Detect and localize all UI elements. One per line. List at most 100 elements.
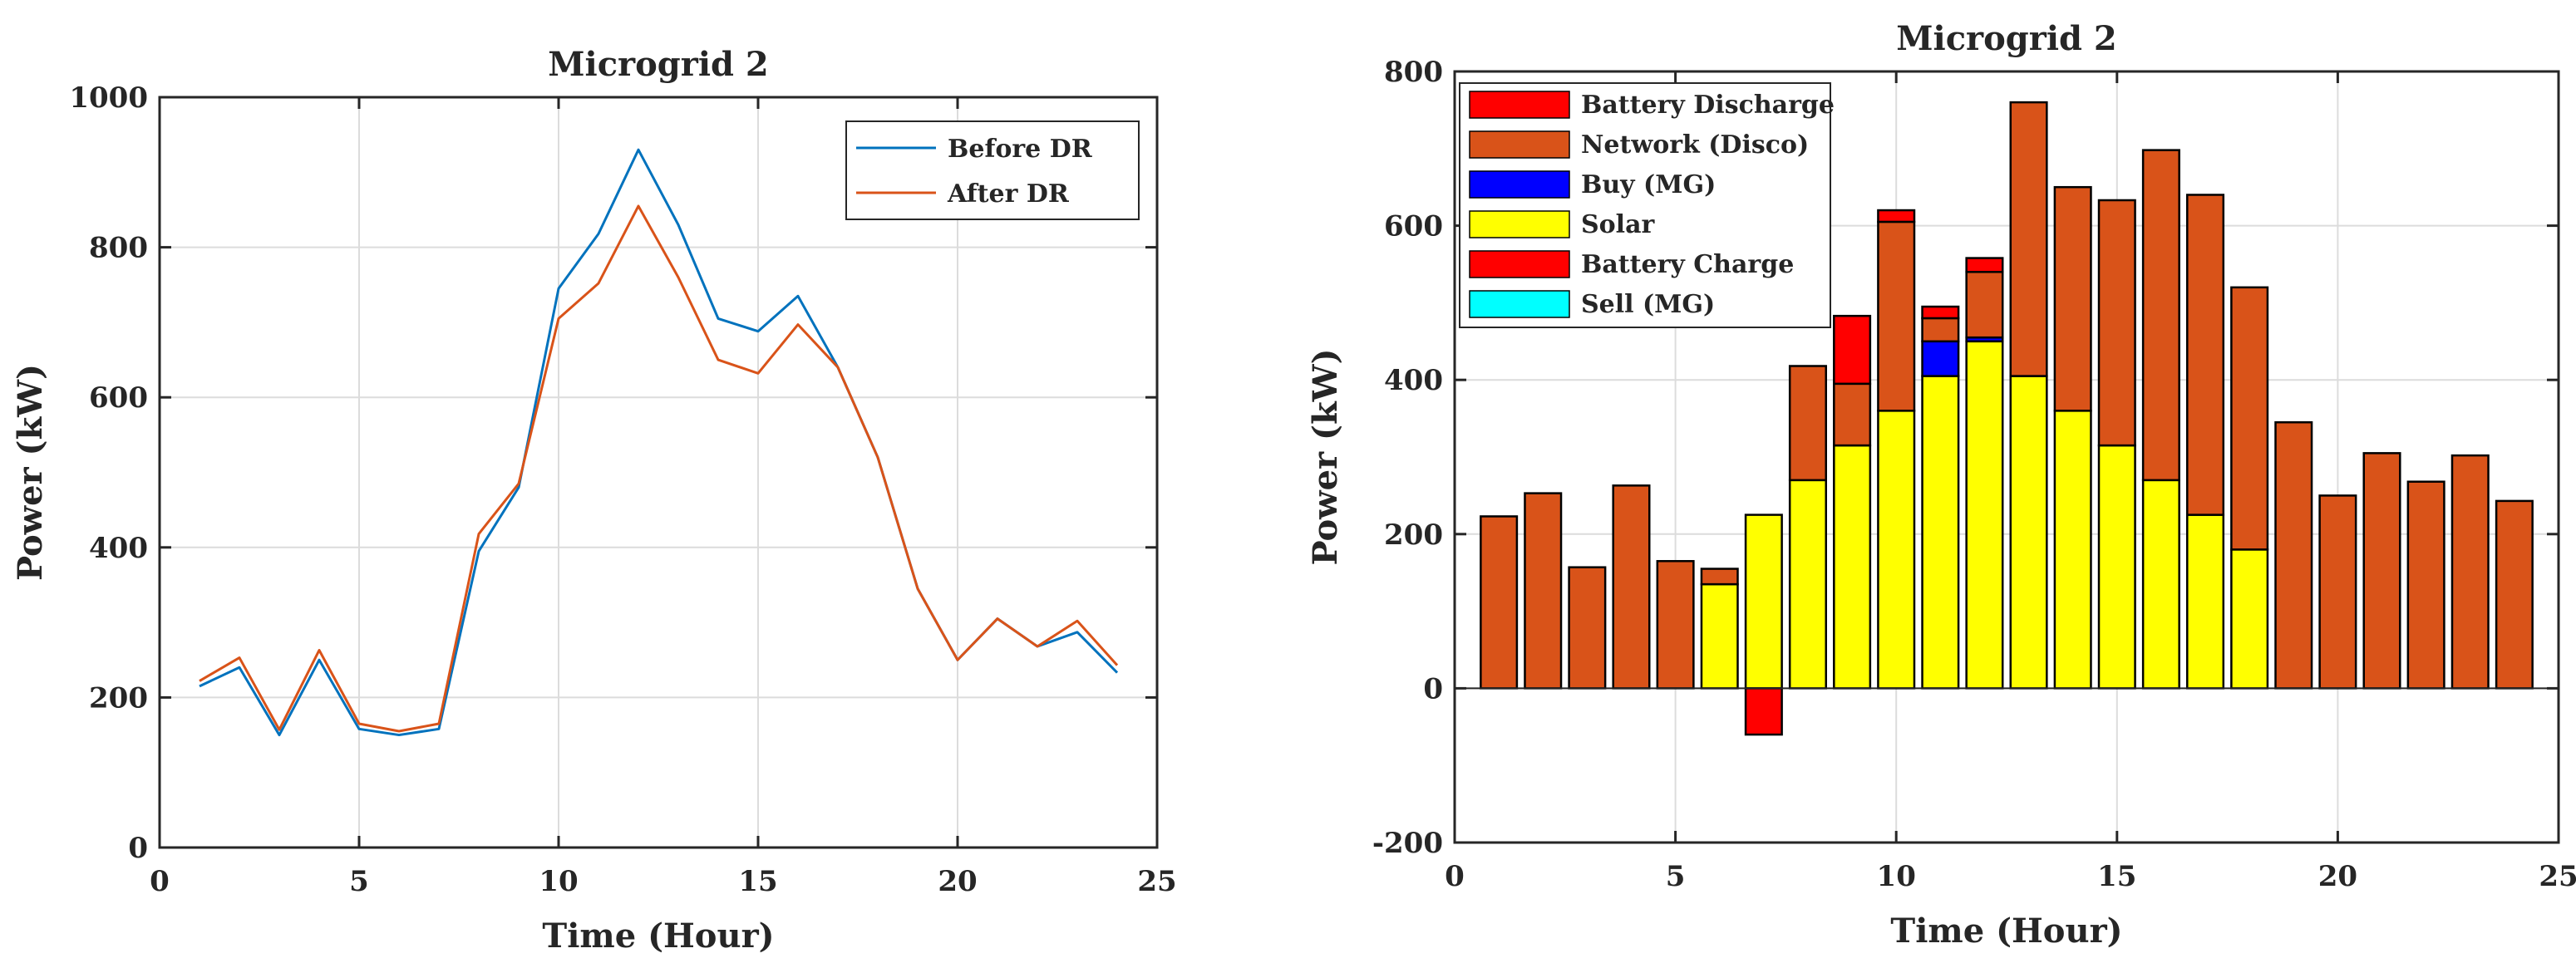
bar-solar: [2053, 410, 2092, 690]
bar-network-disco: [2186, 194, 2225, 516]
bar-network-disco: [2009, 101, 2048, 377]
bar-network-disco: [2362, 452, 2401, 690]
bar-network-disco: [2318, 494, 2357, 690]
bar-battery-discharge: [1921, 305, 1960, 320]
bar-solar: [1921, 375, 1960, 690]
bar-chart-axes-frame: [1453, 70, 2560, 844]
bar-chart-x-tick-labels: 0 5 10 15 20 25: [1445, 860, 2576, 893]
y-tick-label: 800: [1384, 56, 1443, 89]
bar-chart-x-axis-label: Time (Hour): [1890, 911, 2122, 951]
legend-swatch-network-disco: [1469, 130, 1570, 159]
x-tick-label: 10: [539, 865, 578, 898]
x-tick-label: 15: [2097, 860, 2136, 893]
bar-network-disco: [1568, 566, 1607, 690]
line-chart-legend: Before DR After DR: [845, 120, 1140, 220]
line-chart-y-axis-label: Power (kW): [11, 364, 50, 581]
bar-buy-mg: [1921, 340, 1960, 377]
series-line-before-dr: [199, 148, 1119, 737]
bar-network-disco: [1480, 515, 1519, 690]
bar-solar: [2141, 479, 2180, 690]
y-tick-label: 400: [89, 532, 148, 565]
bar-solar: [1788, 479, 1827, 690]
bar-network-disco: [2097, 199, 2136, 447]
legend-label-before-dr: Before DR: [948, 135, 1093, 164]
y-tick-label: 600: [89, 381, 148, 415]
legend-label-battery-charge: Battery Charge: [1581, 250, 1794, 279]
bar-network-disco: [1612, 484, 1651, 690]
x-tick-label: 20: [938, 865, 977, 898]
line-chart-title: Microgrid 2: [548, 45, 769, 84]
x-tick-label: 25: [2539, 860, 2576, 893]
legend-label-network-disco: Network (Disco): [1581, 130, 1809, 160]
line-chart: 0 5 10 15 20 25 0 200 400 600 800 1000 Microgrid 2…: [11, 45, 1177, 956]
bar-solar: [1833, 444, 1872, 690]
y-tick-label: 800: [89, 232, 148, 265]
line-chart-legend-box: [845, 120, 1140, 220]
y-tick-label: 200: [1384, 518, 1443, 552]
line-chart-y-tick-labels: 0 200 400 600 800 1000: [69, 81, 148, 865]
legend-swatch-solar: [1469, 210, 1570, 238]
y-tick-label: -200: [1372, 827, 1443, 860]
bar-network-disco: [1524, 492, 1563, 690]
bar-network-disco: [2450, 454, 2490, 690]
bar-network-disco: [2141, 149, 2180, 482]
bar-battery-discharge: [1877, 209, 1916, 224]
y-tick-label: 1000: [69, 81, 148, 115]
x-tick-label: 5: [349, 865, 369, 898]
bar-chart-title: Microgrid 2: [1896, 19, 2117, 58]
bar-battery-discharge: [1965, 257, 2004, 273]
bar-solar: [1700, 582, 1739, 690]
bar-network-disco: [2495, 499, 2534, 690]
legend-label-sell-mg: Sell (MG): [1581, 290, 1715, 319]
bar-solar: [1744, 513, 1783, 690]
x-tick-label: 25: [1137, 865, 1176, 898]
legend-label-after-dr: After DR: [947, 179, 1070, 209]
series-line-after-dr: [199, 204, 1119, 733]
bar-solar: [2097, 444, 2136, 690]
line-chart-series: [199, 148, 1119, 737]
bar-battery-discharge: [1833, 314, 1872, 386]
x-tick-label: 10: [1877, 860, 1916, 893]
legend-label-battery-discharge: Battery Discharge: [1581, 91, 1835, 120]
bar-solar: [1965, 340, 2004, 690]
bar-network-disco: [1700, 568, 1739, 586]
line-chart-x-tick-labels: 0 5 10 15 20 25: [150, 865, 1177, 898]
line-chart-ticks: [158, 96, 1159, 849]
y-tick-label: 0: [128, 832, 148, 865]
bar-battery-charge: [1744, 687, 1783, 736]
bar-solar: [1877, 410, 1916, 690]
y-tick-label: 200: [89, 681, 148, 715]
bar-network-disco: [1656, 560, 1695, 690]
x-tick-label: 15: [738, 865, 777, 898]
bar-chart-y-tick-labels: -200 0 200 400 600 800: [1372, 56, 1443, 860]
x-tick-label: 0: [1445, 860, 1465, 893]
legend-label-buy-mg: Buy (MG): [1581, 170, 1716, 199]
legend-swatch-battery-charge: [1469, 250, 1570, 278]
bar-solar: [2230, 548, 2269, 690]
y-tick-label: 0: [1423, 672, 1443, 705]
bar-solar: [2186, 513, 2225, 690]
x-tick-label: 20: [2318, 860, 2357, 893]
y-tick-label: 600: [1384, 210, 1443, 243]
bar-network-disco: [1788, 365, 1827, 482]
x-tick-label: 5: [1666, 860, 1686, 893]
line-chart-axes-frame: [158, 96, 1159, 849]
bar-chart-ticks: [1453, 70, 2560, 844]
bar-network-disco: [1877, 220, 1916, 412]
line-chart-x-axis-label: Time (Hour): [542, 916, 774, 956]
bar-chart-legend-box: [1459, 82, 1831, 328]
legend-label-solar: Solar: [1581, 210, 1656, 239]
bar-network-disco: [2230, 286, 2269, 551]
bar-chart-bars: [1480, 101, 2534, 736]
legend-swatch-buy-mg: [1469, 170, 1570, 199]
x-tick-label: 0: [150, 865, 170, 898]
legend-swatch-battery-discharge: [1469, 91, 1570, 119]
bar-network-disco: [1965, 271, 2004, 339]
bar-network-disco: [2406, 480, 2445, 690]
bar-chart-y-axis-label: Power (kW): [1306, 348, 1345, 565]
bar-network-disco: [1833, 382, 1872, 447]
legend-swatch-sell-mg: [1469, 290, 1570, 318]
bar-network-disco: [2053, 185, 2092, 412]
